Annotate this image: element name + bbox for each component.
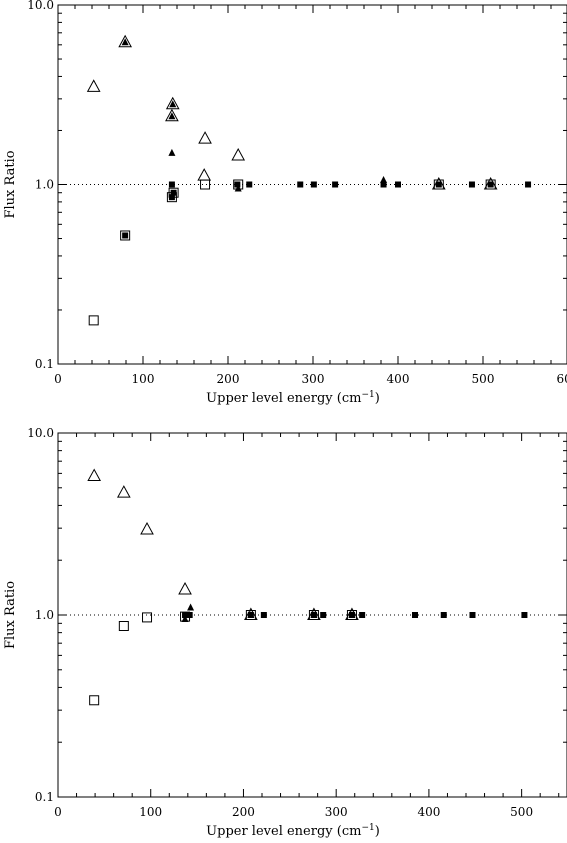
filled-square-point xyxy=(412,612,418,618)
x-tick-label: 300 xyxy=(302,372,325,386)
open-triangle-point xyxy=(165,96,180,110)
filled-square-point xyxy=(170,189,177,196)
filled-square-point xyxy=(168,181,175,188)
x-tick-label: 200 xyxy=(232,805,255,819)
open-square-point xyxy=(245,610,256,620)
filled-square-point xyxy=(468,181,475,188)
chart-panel-2: 0 100 200 300 400 500 0.1 1.0 10.0 Upper level en… xyxy=(3,426,567,839)
y-tick-label: 1.0 xyxy=(35,608,54,622)
filled-square-point xyxy=(469,612,476,618)
open-square-point xyxy=(346,610,357,620)
y-tick-label: 10.0 xyxy=(27,426,54,440)
filled-square-point xyxy=(440,612,447,618)
filled-square-point xyxy=(260,612,267,618)
y-tick-label: 0.1 xyxy=(35,790,54,804)
open-square-point xyxy=(120,230,131,241)
open-square-point xyxy=(433,179,444,190)
open-triangle-point xyxy=(231,147,246,161)
filled-square-point xyxy=(247,612,254,618)
filled-triangle-point xyxy=(234,184,242,192)
y-axis-title: Flux Ratio xyxy=(3,581,18,649)
y-tick-label: 10.0 xyxy=(27,0,54,12)
x-tick-label: 300 xyxy=(325,805,348,819)
x-tick-label: 0 xyxy=(54,805,62,819)
open-square-point xyxy=(142,612,153,623)
x-axis-title: Upper level energy (cm−1) xyxy=(206,823,380,839)
filled-triangle-point xyxy=(169,100,177,108)
open-triangle-point xyxy=(116,485,131,498)
open-triangle-point xyxy=(197,168,212,181)
filled-square-point xyxy=(186,612,193,618)
x-tick-label: 100 xyxy=(139,805,162,819)
open-triangle-point xyxy=(198,131,212,144)
open-square-point xyxy=(118,621,129,632)
open-square-point xyxy=(88,315,99,326)
x-tick-label: 100 xyxy=(132,372,155,386)
filled-square-point xyxy=(168,194,175,201)
filled-square-point xyxy=(310,181,317,188)
x-axis-title: Upper level energy (cm−1) xyxy=(206,390,380,406)
filled-square-point xyxy=(310,612,317,618)
filled-square-point xyxy=(435,181,442,188)
x-tick-label: 600 xyxy=(557,372,567,386)
x-tick-label: 500 xyxy=(510,805,533,819)
x-tick-label: 500 xyxy=(472,372,495,386)
filled-square-point xyxy=(359,612,366,618)
filled-square-point xyxy=(320,612,327,618)
filled-square-point xyxy=(182,612,189,618)
filled-square-point xyxy=(297,181,304,188)
filled-triangle-point xyxy=(168,148,176,156)
filled-square-point xyxy=(234,181,241,188)
filled-triangle-point xyxy=(380,175,388,183)
open-triangle-point xyxy=(165,108,179,122)
filled-triangle-point xyxy=(181,615,189,623)
filled-square-point xyxy=(332,181,339,188)
filled-square-point xyxy=(348,612,355,618)
filled-square-point xyxy=(525,181,532,188)
filled-triangle-point xyxy=(187,603,195,611)
open-triangle-point xyxy=(178,581,192,595)
x-tick-label: 0 xyxy=(54,372,62,386)
filled-square-point xyxy=(380,181,387,188)
filled-triangle-point xyxy=(121,38,129,46)
open-triangle-point xyxy=(118,34,132,48)
open-triangle-point xyxy=(140,521,154,535)
x-tick-label: 400 xyxy=(387,372,410,386)
open-triangle-point xyxy=(87,468,102,482)
filled-square-point xyxy=(395,181,401,188)
open-square-point xyxy=(485,179,496,190)
open-square-point xyxy=(200,179,211,190)
filled-square-point xyxy=(487,181,494,188)
filled-triangle-point xyxy=(168,112,176,120)
chart-panel-1: 0 100 200 300 400 500 600 0.1 1.0 10.0 Upper level… xyxy=(3,0,567,406)
x-tick-label: 400 xyxy=(417,805,440,819)
filled-square-point xyxy=(122,232,129,239)
x-tick-label: 200 xyxy=(217,372,240,386)
open-square-point xyxy=(308,610,319,620)
open-square-point xyxy=(89,695,100,706)
filled-square-point xyxy=(521,612,528,618)
filled-square-point xyxy=(246,181,253,188)
y-tick-label: 0.1 xyxy=(35,357,54,371)
open-triangle-point xyxy=(86,79,101,92)
y-tick-label: 1.0 xyxy=(35,178,54,192)
open-square-point xyxy=(233,179,244,190)
y-axis-title: Flux Ratio xyxy=(3,150,18,218)
